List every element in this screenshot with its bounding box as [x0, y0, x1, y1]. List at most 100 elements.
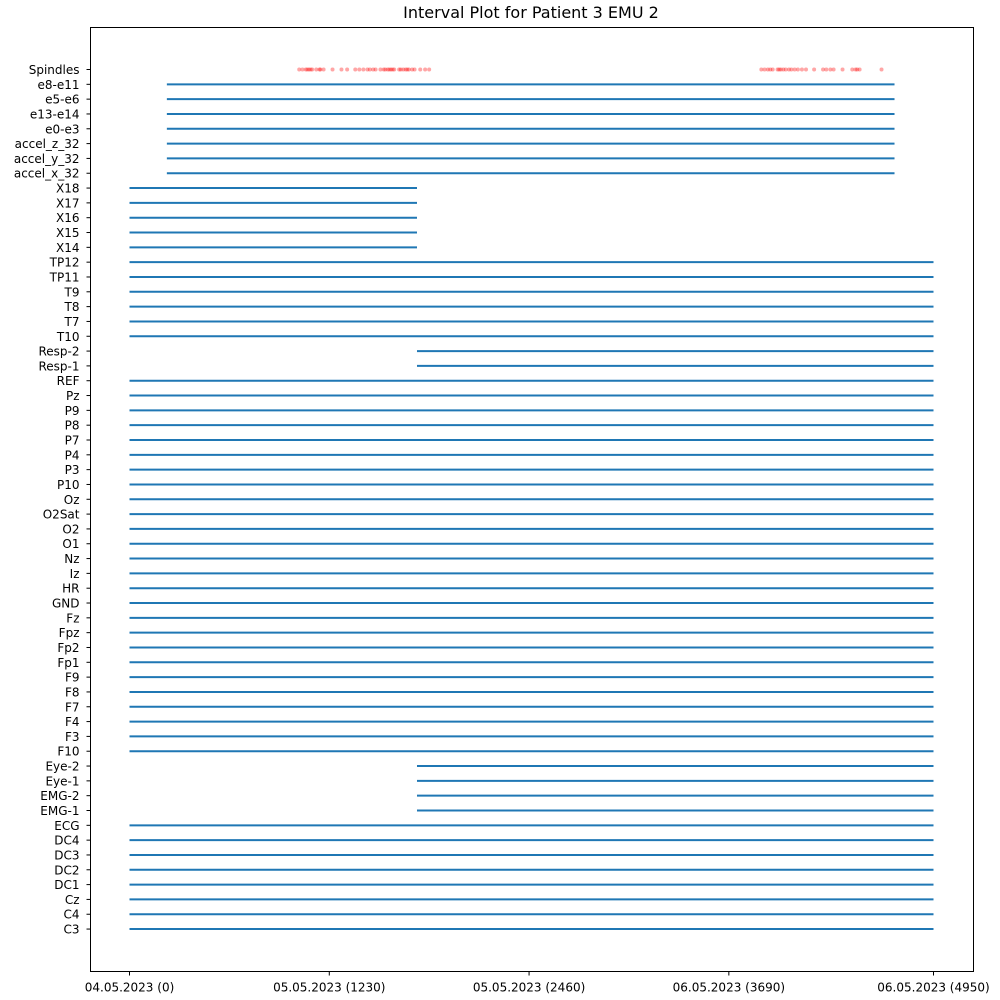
y-label-gnd: GND — [52, 597, 80, 611]
y-label-o2: O2 — [62, 522, 79, 536]
spindle-event-33 — [405, 67, 410, 72]
spindle-event-16 — [361, 67, 366, 72]
y-label-p7: P7 — [65, 434, 80, 448]
spindle-event-59 — [828, 67, 833, 72]
y-label-tp11: TP11 — [49, 270, 80, 284]
y-label-x17: X17 — [56, 196, 80, 210]
x-tick-label-4: 06.05.2023 (4950) — [877, 981, 989, 995]
spindle-event-15 — [357, 67, 362, 72]
spindle-event-24 — [385, 67, 390, 72]
spindle-event-27 — [390, 67, 395, 72]
y-label-t7: T7 — [64, 315, 80, 329]
spindle-event-35 — [410, 67, 415, 72]
spindle-event-63 — [853, 67, 858, 72]
y-label-t9: T9 — [64, 285, 80, 299]
spindle-event-6 — [310, 67, 315, 72]
y-label-t8: T8 — [64, 300, 80, 314]
y-label-tp12: TP12 — [49, 256, 80, 270]
y-label-f7: F7 — [65, 700, 80, 714]
spindle-event-36 — [412, 67, 417, 72]
y-label-f8: F8 — [65, 685, 80, 699]
y-label-accel-z-32: accel_z_32 — [15, 137, 80, 151]
y-label-p10: P10 — [57, 478, 80, 492]
spindle-event-7 — [314, 67, 319, 72]
spindle-event-34 — [406, 67, 411, 72]
spindle-event-38 — [423, 67, 428, 72]
y-label-p9: P9 — [65, 404, 80, 418]
spindle-event-14 — [353, 67, 358, 72]
y-label-f3: F3 — [65, 730, 80, 744]
y-label-x15: X15 — [56, 226, 80, 240]
spindle-event-1 — [300, 67, 305, 72]
y-label-fz: Fz — [66, 611, 79, 625]
spindle-event-29 — [397, 67, 402, 72]
y-label-resp-1: Resp-1 — [38, 359, 79, 373]
spindle-event-51 — [789, 67, 794, 72]
spindle-event-25 — [387, 67, 392, 72]
y-label-p4: P4 — [65, 448, 80, 462]
y-label-iz: Iz — [70, 567, 80, 581]
spindle-event-54 — [799, 67, 804, 72]
spindle-event-66 — [879, 67, 884, 72]
y-label-ecg: ECG — [54, 819, 79, 833]
spindle-event-57 — [821, 67, 826, 72]
y-label-e5-e6: e5-e6 — [45, 93, 79, 107]
y-label-fpz: Fpz — [59, 626, 80, 640]
spindle-event-64 — [855, 67, 860, 72]
y-label-dc1: DC1 — [54, 878, 79, 892]
y-label-fp1: Fp1 — [57, 656, 79, 670]
y-label-emg-1: EMG-1 — [40, 804, 79, 818]
y-label-accel-x-32: accel_x_32 — [14, 167, 80, 181]
spindle-event-0 — [297, 67, 302, 72]
spindle-event-20 — [373, 67, 378, 72]
y-label-spindles: Spindles — [29, 63, 80, 77]
spindle-event-17 — [365, 67, 370, 72]
spindle-events — [297, 67, 884, 72]
y-label-dc4: DC4 — [54, 834, 79, 848]
spindle-event-46 — [777, 67, 782, 72]
spindle-event-22 — [381, 67, 386, 72]
spindle-event-28 — [392, 67, 397, 72]
spindle-event-13 — [345, 67, 350, 72]
spindle-event-61 — [840, 67, 845, 72]
y-label-f4: F4 — [65, 715, 80, 729]
spindle-event-43 — [768, 67, 773, 72]
y-label-t10: T10 — [56, 330, 80, 344]
spindle-event-19 — [371, 67, 376, 72]
y-label-x18: X18 — [56, 182, 80, 196]
y-label-fp2: Fp2 — [57, 641, 79, 655]
spindle-event-21 — [378, 67, 383, 72]
spindle-event-41 — [762, 67, 767, 72]
spindle-event-47 — [778, 67, 783, 72]
y-label-emg-2: EMG-2 — [40, 789, 79, 803]
spindle-event-32 — [403, 67, 408, 72]
y-label-dc2: DC2 — [54, 863, 79, 877]
x-tick-label-0: 04.05.2023 (0) — [85, 981, 175, 995]
interval-series — [129, 83, 934, 931]
x-tick-label-3: 06.05.2023 (3690) — [673, 981, 785, 995]
y-label-o1: O1 — [62, 537, 79, 551]
spindle-event-11 — [330, 67, 335, 72]
y-label-x14: X14 — [56, 241, 80, 255]
spindle-event-42 — [765, 67, 770, 72]
spindle-event-62 — [850, 67, 855, 72]
spindle-event-60 — [831, 67, 836, 72]
y-label-e13-e14: e13-e14 — [30, 107, 80, 121]
spindle-event-31 — [401, 67, 406, 72]
y-label-hr: HR — [62, 582, 79, 596]
y-label-pz: Pz — [66, 389, 80, 403]
spindle-event-40 — [759, 67, 764, 72]
y-label-p8: P8 — [65, 419, 80, 433]
y-label-accel-y-32: accel_y_32 — [14, 152, 80, 166]
y-label-eye-2: Eye-2 — [45, 760, 79, 774]
spindle-event-50 — [786, 67, 791, 72]
spindle-event-5 — [308, 67, 313, 72]
spindle-event-56 — [812, 67, 817, 72]
spindle-event-45 — [775, 67, 780, 72]
y-label-x16: X16 — [56, 211, 80, 225]
y-label-c3: C3 — [63, 923, 79, 937]
spindle-event-26 — [389, 67, 394, 72]
spindle-event-37 — [418, 67, 423, 72]
spindle-event-52 — [792, 67, 797, 72]
